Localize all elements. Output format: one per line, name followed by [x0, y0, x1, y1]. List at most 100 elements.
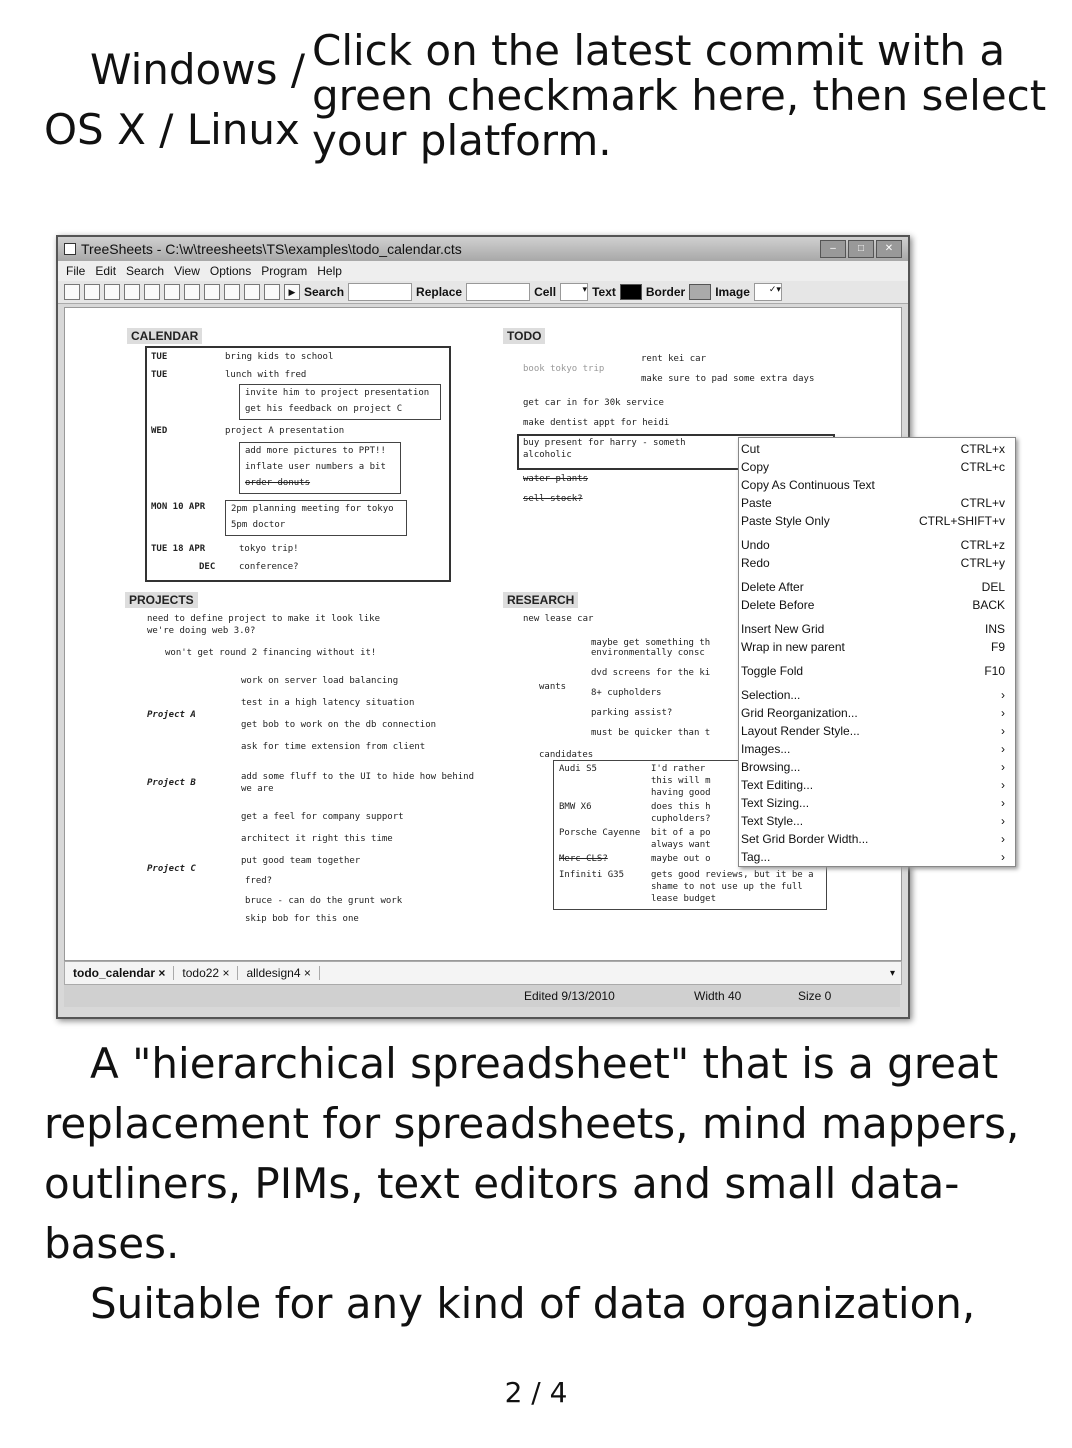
replace-label: Replace [416, 285, 463, 299]
car-name: Audi S5 [559, 764, 597, 774]
todo-header: TODO [503, 328, 546, 344]
car-note: always want [651, 840, 711, 850]
menu-item-label: Wrap in new parent [741, 640, 845, 654]
menu-item-shortcut: › [1001, 724, 1005, 738]
context-menu-item: Text Editing... › [741, 778, 1005, 792]
window-titlebar: TreeSheets - C:\w\treesheets\TS\examples… [58, 237, 908, 261]
menu-item-shortcut: CTRL+z [960, 538, 1005, 552]
car-note: this will m [651, 776, 711, 786]
minimize-icon: – [820, 240, 846, 258]
cal-subitem: inflate user numbers a bit [245, 462, 386, 472]
research-header: RESEARCH [503, 592, 579, 608]
replace-input [466, 283, 531, 301]
context-menu-item: Toggle Fold F10 [741, 664, 1005, 678]
context-menu-item: Copy As Continuous Text [741, 478, 1005, 492]
menu-item-shortcut: › [1001, 688, 1005, 702]
wants-item: maybe get something th [591, 638, 711, 648]
context-menu-item: Text Sizing... › [741, 796, 1005, 810]
context-menu-item: Selection... › [741, 688, 1005, 702]
todo-item: get car in for 30k service [523, 398, 664, 408]
tab-todo22: todo22 × [174, 966, 239, 980]
project-note: we're doing web 3.0? [147, 626, 256, 636]
project-label: Project A [147, 710, 196, 720]
car-note: bit of a po [651, 828, 711, 838]
download-instructions: Click on the latest commit with a green … [312, 26, 1047, 165]
menu-item-label: Browsing... [741, 760, 801, 774]
window-title: TreeSheets - C:\w\treesheets\TS\examples… [81, 241, 462, 257]
copy-icon [164, 284, 180, 300]
car-note: lease budget [651, 894, 717, 904]
menu-item-shortcut: › [1001, 850, 1005, 864]
menu-item-shortcut: › [1001, 706, 1005, 720]
context-menu-item: Layout Render Style... › [741, 724, 1005, 738]
car-name: Infiniti G35 [559, 870, 625, 880]
context-menu-item: Cut CTRL+x [741, 442, 1005, 456]
menu-item-label: Toggle Fold [741, 664, 804, 678]
car-name: Porsche Cayenne [559, 828, 641, 838]
todo-item: make dentist appt for heidi [523, 418, 670, 428]
menu-item-label: Text Editing... [741, 778, 814, 792]
page-indicator: 2 / 4 [504, 1376, 568, 1409]
context-menu-item: Paste CTRL+v [741, 496, 1005, 510]
menu-search: Search [126, 264, 165, 278]
menu-item-label: Paste [741, 496, 772, 510]
tab-close-icon: × [303, 966, 311, 980]
car-name: BMW X6 [559, 802, 592, 812]
image-label: Image [715, 285, 750, 299]
todo-item: water plants [523, 474, 589, 484]
todo-item: alcoholic [523, 450, 572, 460]
project-item: get a feel for company support [241, 812, 404, 822]
menubar: File Edit Search View Options Program He… [58, 261, 908, 281]
cal-subitem: invite him to project presentation [245, 388, 430, 398]
document-canvas: CALENDAR TUE bring kids to school TUE lu… [64, 307, 902, 961]
status-width: Width 40 [694, 989, 742, 1003]
context-menu-item: Grid Reorganization... › [741, 706, 1005, 720]
maximize-icon: □ [848, 240, 874, 258]
project-item: we are [241, 784, 274, 794]
context-menu-item: Delete After DEL [741, 580, 1005, 594]
cal-subitem: 2pm planning meeting for tokyo [231, 504, 394, 514]
status-edited: Edited 9/13/2010 [524, 989, 615, 1003]
menu-item-shortcut: DEL [981, 580, 1005, 594]
cal-subitem: 5pm doctor [231, 520, 286, 530]
menu-item-shortcut: BACK [972, 598, 1005, 612]
research-item: new lease car [523, 614, 594, 624]
menu-item-label: Redo [741, 556, 770, 570]
context-menu: Cut CTRL+x Copy CTRL+c Copy As Continuous Te… [738, 437, 1016, 867]
save-as-icon [124, 284, 140, 300]
context-menu-item: Delete Before BACK [741, 598, 1005, 612]
context-menu-item: Redo CTRL+y [741, 556, 1005, 570]
menu-item-label: Delete Before [741, 598, 815, 612]
paste-icon [184, 284, 200, 300]
menu-help: Help [317, 264, 342, 278]
menu-item-shortcut: F10 [984, 664, 1005, 678]
menu-file: File [66, 264, 86, 278]
menu-item-shortcut: CTRL+c [960, 460, 1005, 474]
document-tabs: todo_calendar × todo22 × alldesign4 × ▾ [64, 961, 902, 985]
description-paragraph: A "hierarchical spreadsheet" that is a g… [44, 1039, 1020, 1268]
menu-item-label: Delete After [741, 580, 804, 594]
wants-item: environmentally consc [591, 648, 705, 658]
menu-options: Options [209, 264, 252, 278]
menu-item-label: Layout Render Style... [741, 724, 860, 738]
context-menu-item: Paste Style Only CTRL+SHIFT+v [741, 514, 1005, 528]
wants-item: 8+ cupholders [591, 688, 662, 698]
cal-item: conference? [239, 562, 299, 572]
context-menu-item: Undo CTRL+z [741, 538, 1005, 552]
search-input [348, 283, 413, 301]
project-label: Project C [147, 864, 196, 874]
cal-day: TUE [151, 370, 168, 380]
close-icon: ✕ [876, 240, 902, 258]
cell-label: Cell [534, 285, 557, 299]
car-note: does this h [651, 802, 711, 812]
car-note: having good [651, 788, 711, 798]
wants-item: dvd screens for the ki [591, 668, 711, 678]
context-menu-item: Set Grid Border Width... › [741, 832, 1005, 846]
menu-item-label: Tag... [741, 850, 771, 864]
text-label: Text [592, 285, 616, 299]
todo-subitem: make sure to pad some extra days [641, 374, 815, 384]
project-item: work on server load balancing [241, 676, 399, 686]
research-item: candidates [539, 750, 594, 760]
tab-todo-calendar: todo_calendar × [65, 966, 175, 980]
menu-item-shortcut: › [1001, 796, 1005, 810]
